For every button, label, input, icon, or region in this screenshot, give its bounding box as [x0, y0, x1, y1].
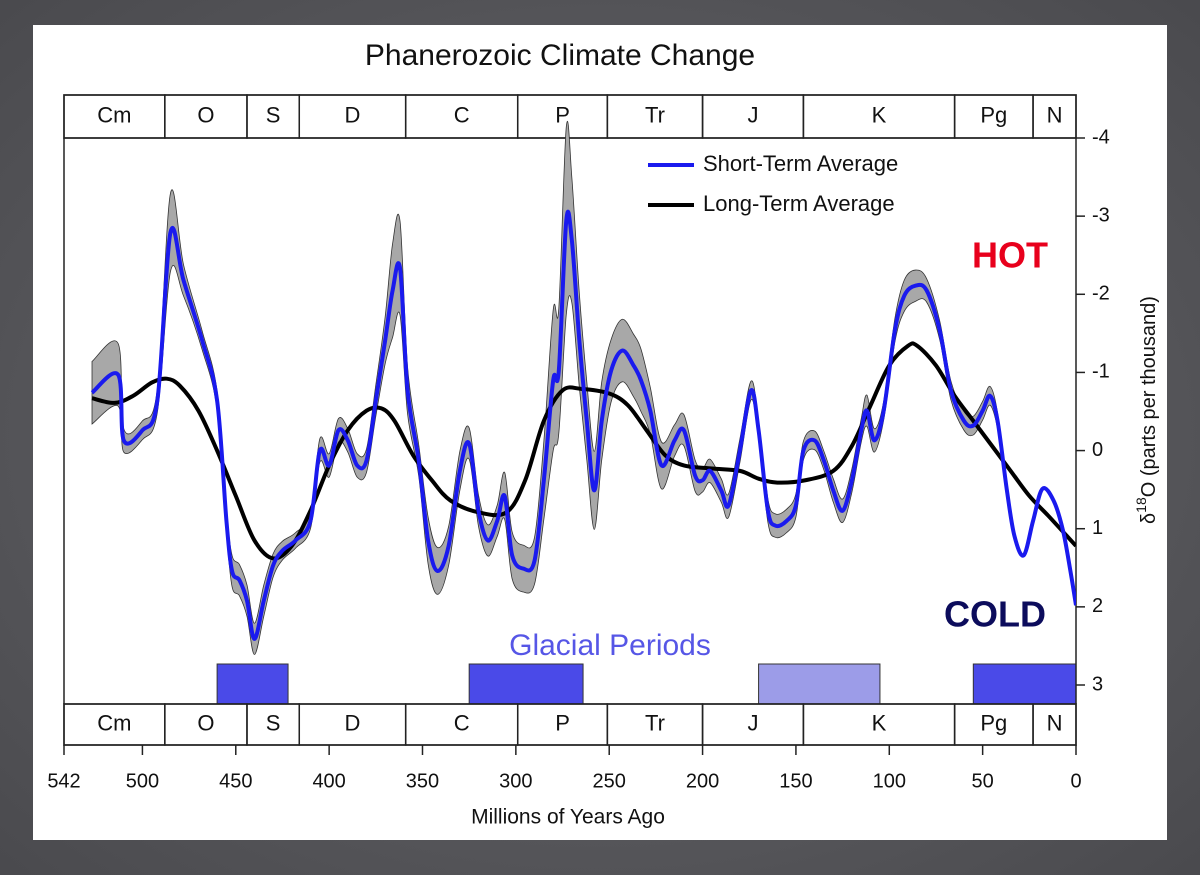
period-label: S — [266, 710, 281, 735]
period-label: Pg — [980, 102, 1007, 127]
period-label: J — [747, 102, 758, 127]
series-line — [90, 209, 1076, 641]
period-label: Pg — [980, 710, 1007, 735]
period-label: N — [1047, 710, 1063, 735]
period-label: D — [345, 102, 361, 127]
period-label: C — [454, 710, 470, 735]
y-tick-label: 3 — [1092, 673, 1103, 695]
y-axis-label: δ18O (parts per thousand) — [1133, 296, 1161, 524]
x-tick-label: 400 — [312, 770, 345, 792]
x-tick-label: 450 — [219, 770, 252, 792]
x-tick-label: 150 — [779, 770, 812, 792]
period-label: O — [197, 710, 214, 735]
y-tick-label: -4 — [1092, 126, 1110, 148]
period-label: Tr — [645, 710, 665, 735]
y-tick-label: -2 — [1092, 283, 1110, 305]
x-tick-label: 300 — [499, 770, 532, 792]
glacial-period — [758, 663, 881, 705]
y-label-part: O (parts per thousand) — [1138, 296, 1160, 497]
x-tick-label: 200 — [686, 770, 719, 792]
period-label: O — [197, 102, 214, 127]
period-label: K — [872, 710, 887, 735]
y-tick-label: -3 — [1092, 204, 1110, 226]
annotation: HOT — [972, 235, 1048, 276]
period-label: J — [747, 710, 758, 735]
period-box — [1032, 94, 1077, 139]
y-tick-label: -1 — [1092, 361, 1110, 383]
annotation: COLD — [944, 594, 1046, 635]
y-tick-label: 0 — [1092, 439, 1103, 461]
period-label: Tr — [645, 102, 665, 127]
period-label: Cm — [97, 102, 131, 127]
x-tick-label: 500 — [126, 770, 159, 792]
legend-label: Short-Term Average — [703, 151, 898, 176]
glacial-period — [468, 663, 584, 705]
y-label-part: δ — [1138, 513, 1160, 524]
x-tick-label: 50 — [972, 770, 994, 792]
y-label-sup: 18 — [1133, 497, 1149, 513]
x-tick-label: 350 — [406, 770, 439, 792]
x-axis-label: Millions of Years Ago — [471, 806, 665, 829]
period-label: P — [555, 102, 570, 127]
period-label: Cm — [97, 710, 131, 735]
series-layer — [90, 120, 1076, 655]
x-tick-label: 100 — [873, 770, 906, 792]
glacial-period — [216, 663, 289, 705]
x-tick-label: 0 — [1070, 770, 1081, 792]
period-label: C — [454, 102, 470, 127]
x-tick-label: 542 — [47, 770, 80, 792]
period-label: N — [1047, 102, 1063, 127]
series-line — [91, 341, 1076, 561]
period-label: D — [345, 710, 361, 735]
period-box — [1032, 703, 1077, 746]
y-tick-label: 1 — [1092, 517, 1103, 539]
chart-title: Phanerozoic Climate Change — [365, 39, 755, 72]
period-label: K — [872, 102, 887, 127]
legend-label: Long-Term Average — [703, 191, 895, 216]
glacial-label: Glacial Periods — [509, 629, 711, 662]
period-label: P — [555, 710, 570, 735]
y-tick-label: 2 — [1092, 595, 1103, 617]
period-label: S — [266, 102, 281, 127]
x-tick-label: 250 — [593, 770, 626, 792]
glacial-period — [972, 663, 1077, 705]
